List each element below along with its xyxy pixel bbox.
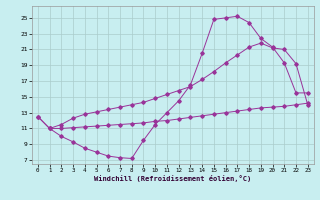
X-axis label: Windchill (Refroidissement éolien,°C): Windchill (Refroidissement éolien,°C) <box>94 175 252 182</box>
